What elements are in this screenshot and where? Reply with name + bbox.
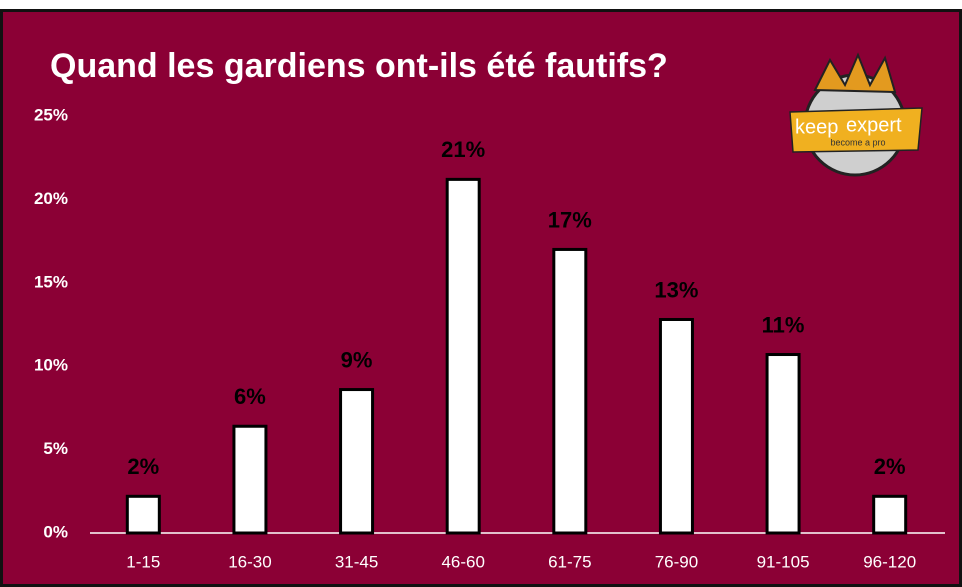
x-tick-label: 46-60 <box>441 552 484 571</box>
value-label: 17% <box>548 207 592 232</box>
logo: keep expert become a pro <box>789 52 923 177</box>
bar <box>872 494 908 535</box>
y-tick-label: 0% <box>43 522 68 541</box>
y-tick-label: 20% <box>34 189 68 208</box>
bar <box>765 353 801 535</box>
x-tick-label: 1-15 <box>126 552 160 571</box>
y-tick-label: 5% <box>43 439 68 458</box>
value-label: 2% <box>874 454 906 479</box>
bar <box>658 317 694 535</box>
value-label: 21% <box>441 137 485 162</box>
x-tick-label: 76-90 <box>655 552 698 571</box>
bar <box>232 424 268 535</box>
bar <box>445 177 481 535</box>
chart-background <box>0 9 962 587</box>
y-tick-label: 15% <box>34 272 68 291</box>
logo-text: expert <box>846 114 902 136</box>
logo-text: keep <box>795 116 838 138</box>
x-tick-label: 61-75 <box>548 552 591 571</box>
x-tick-label: 31-45 <box>335 552 378 571</box>
y-tick-label: 25% <box>34 105 68 124</box>
x-tick-label: 91-105 <box>757 552 810 571</box>
bar <box>552 247 588 535</box>
y-tick-label: 10% <box>34 356 68 375</box>
x-tick-label: 96-120 <box>863 552 916 571</box>
bar <box>339 388 375 535</box>
x-tick-label: 16-30 <box>228 552 271 571</box>
bar <box>125 494 161 535</box>
value-label: 2% <box>127 454 159 479</box>
logo-banner <box>789 107 923 153</box>
value-label: 13% <box>654 277 698 302</box>
value-label: 11% <box>762 312 805 337</box>
logo-tagline: become a pro <box>830 137 885 147</box>
logo-claws <box>813 52 897 94</box>
value-label: 6% <box>234 384 266 409</box>
chart-title: Quand les gardiens ont-ils été fautifs? <box>50 47 668 85</box>
value-label: 9% <box>341 347 373 372</box>
